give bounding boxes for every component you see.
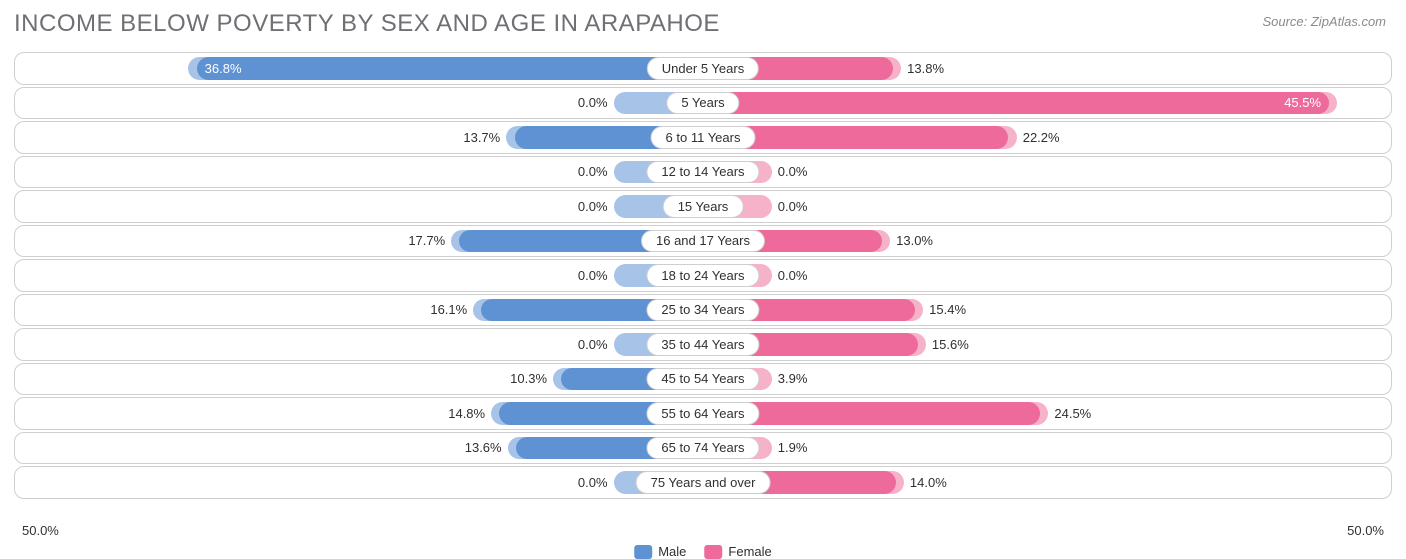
category-label: 18 to 24 Years bbox=[646, 264, 759, 287]
female-value-label: 0.0% bbox=[772, 157, 832, 188]
category-label: 65 to 74 Years bbox=[646, 437, 759, 460]
chart-row: 10.3% 3.9% 45 to 54 Years bbox=[14, 363, 1392, 396]
chart-row: 0.0% 0.0% 18 to 24 Years bbox=[14, 259, 1392, 292]
chart-row: 0.0% 15.6% 35 to 44 Years bbox=[14, 328, 1392, 361]
female-value-label: 22.2% bbox=[1017, 122, 1077, 153]
legend-male-swatch bbox=[634, 545, 652, 559]
chart-row: 0.0% 0.0% 12 to 14 Years bbox=[14, 156, 1392, 189]
female-value-label: 24.5% bbox=[1048, 398, 1108, 429]
male-bar: 36.8% bbox=[197, 57, 703, 80]
legend-male-label: Male bbox=[658, 544, 686, 559]
category-label: 35 to 44 Years bbox=[646, 333, 759, 356]
legend-female: Female bbox=[704, 544, 771, 559]
chart-title: INCOME BELOW POVERTY BY SEX AND AGE IN A… bbox=[14, 10, 720, 38]
category-label: 12 to 14 Years bbox=[646, 161, 759, 184]
female-value-label: 13.0% bbox=[890, 226, 950, 257]
category-label: 16 and 17 Years bbox=[641, 230, 765, 253]
female-value-label: 0.0% bbox=[772, 260, 832, 291]
male-value-label: 14.8% bbox=[431, 398, 491, 429]
male-value-label: 13.6% bbox=[448, 433, 508, 464]
male-value-label: 0.0% bbox=[554, 329, 614, 360]
male-value-label: 0.0% bbox=[554, 260, 614, 291]
category-label: 55 to 64 Years bbox=[646, 402, 759, 425]
source-attribution: Source: ZipAtlas.com bbox=[1262, 14, 1386, 29]
chart-row: 13.7% 22.2% 6 to 11 Years bbox=[14, 121, 1392, 154]
male-value-label: 13.7% bbox=[446, 122, 506, 153]
legend-female-label: Female bbox=[728, 544, 771, 559]
category-label: 6 to 11 Years bbox=[651, 126, 756, 149]
male-value-label: 17.7% bbox=[391, 226, 451, 257]
chart-row: 0.0% 0.0% 15 Years bbox=[14, 190, 1392, 223]
axis-right-label: 50.0% bbox=[1347, 523, 1384, 538]
female-value-label: 1.9% bbox=[772, 433, 832, 464]
chart-row: 16.1% 15.4% 25 to 34 Years bbox=[14, 294, 1392, 327]
male-value-label: 10.3% bbox=[493, 364, 553, 395]
female-bar: 45.5% bbox=[703, 92, 1329, 115]
category-label: 15 Years bbox=[663, 195, 744, 218]
male-value-label: 0.0% bbox=[554, 467, 614, 498]
chart-area: 36.8% 13.8% Under 5 Years 45.5% 0.0% 5 Years 1… bbox=[14, 52, 1392, 519]
category-label: Under 5 Years bbox=[647, 57, 759, 80]
chart-row: 45.5% 0.0% 5 Years bbox=[14, 87, 1392, 120]
female-value-label: 15.6% bbox=[926, 329, 986, 360]
female-value-label: 13.8% bbox=[901, 53, 961, 84]
axis-left-label: 50.0% bbox=[22, 523, 59, 538]
chart-row: 14.8% 24.5% 55 to 64 Years bbox=[14, 397, 1392, 430]
female-value-label: 0.0% bbox=[772, 191, 832, 222]
female-value-label: 15.4% bbox=[923, 295, 983, 326]
legend-female-swatch bbox=[704, 545, 722, 559]
male-value-label: 0.0% bbox=[554, 191, 614, 222]
male-value-label: 0.0% bbox=[554, 88, 614, 119]
legend: Male Female bbox=[634, 544, 772, 559]
axis-labels: 50.0% 50.0% bbox=[14, 523, 1392, 541]
legend-male: Male bbox=[634, 544, 686, 559]
chart-row: 36.8% 13.8% Under 5 Years bbox=[14, 52, 1392, 85]
chart-row: 17.7% 13.0% 16 and 17 Years bbox=[14, 225, 1392, 258]
category-label: 45 to 54 Years bbox=[646, 368, 759, 391]
category-label: 25 to 34 Years bbox=[646, 299, 759, 322]
male-value-label: 16.1% bbox=[413, 295, 473, 326]
female-value-label: 3.9% bbox=[772, 364, 832, 395]
male-value-label: 0.0% bbox=[554, 157, 614, 188]
chart-row: 13.6% 1.9% 65 to 74 Years bbox=[14, 432, 1392, 465]
female-value-label: 14.0% bbox=[904, 467, 964, 498]
category-label: 75 Years and over bbox=[636, 471, 771, 494]
category-label: 5 Years bbox=[666, 92, 739, 115]
chart-row: 0.0% 14.0% 75 Years and over bbox=[14, 466, 1392, 499]
